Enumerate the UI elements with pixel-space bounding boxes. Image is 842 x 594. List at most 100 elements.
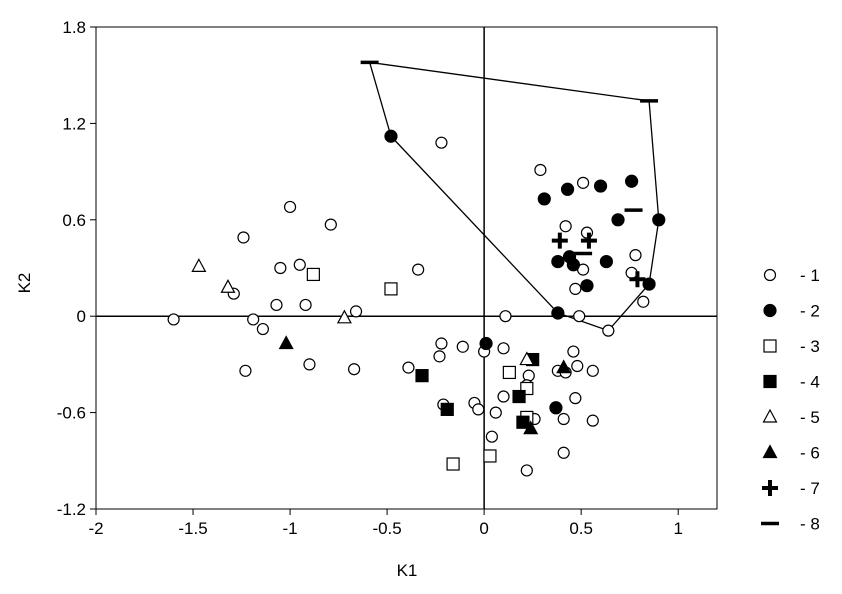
point (349, 305, 363, 318)
point (520, 464, 533, 477)
point (629, 249, 642, 262)
point (557, 446, 570, 459)
point (472, 403, 485, 416)
point (652, 213, 666, 227)
legend-marker (763, 339, 777, 353)
point (283, 200, 297, 214)
point (384, 282, 398, 296)
y-tick-label: 0.6 (62, 211, 86, 230)
point (247, 313, 260, 326)
point (637, 295, 650, 308)
point (534, 163, 547, 177)
y-tick-label: 1.8 (62, 18, 86, 37)
point (384, 129, 398, 143)
x-axis-label: K1 (397, 561, 418, 580)
point (537, 192, 551, 206)
point (415, 369, 429, 383)
point (551, 254, 565, 269)
point (569, 392, 582, 405)
x-tick-label: -1 (283, 519, 298, 538)
point (278, 335, 294, 350)
point (220, 279, 236, 293)
point (569, 282, 582, 295)
point (435, 337, 448, 350)
point (306, 267, 320, 282)
point (167, 313, 180, 326)
y-tick-label: -0.6 (57, 404, 86, 423)
x-tick-label: 0 (479, 519, 488, 538)
point (573, 310, 586, 323)
y-tick-label: 1.2 (62, 114, 86, 133)
point (642, 277, 656, 291)
point (293, 258, 306, 271)
point (433, 350, 446, 363)
point (435, 136, 448, 149)
point (348, 363, 361, 376)
point (512, 389, 526, 404)
y-axis-label: K2 (15, 273, 34, 294)
y-tick-label: 0 (77, 307, 86, 326)
legend-label: - 2 (800, 302, 820, 321)
point (456, 340, 469, 353)
legend-marker (763, 303, 777, 318)
x-tick-label: 1 (673, 519, 682, 538)
point (567, 345, 580, 358)
legend-marker (762, 408, 778, 423)
point (485, 430, 498, 443)
legend-marker (762, 480, 778, 496)
point (402, 361, 415, 374)
point (576, 176, 590, 189)
point (499, 310, 512, 323)
point (299, 298, 312, 312)
point (571, 359, 584, 373)
point (586, 414, 599, 427)
x-tick-label: -2 (88, 519, 103, 538)
point (239, 364, 252, 377)
legend-marker (763, 268, 777, 282)
point (629, 271, 646, 288)
point (497, 390, 510, 403)
point (446, 457, 460, 471)
point (497, 342, 510, 355)
point (549, 401, 563, 415)
point (559, 220, 572, 233)
point (489, 406, 502, 419)
point (270, 298, 283, 312)
point (566, 258, 580, 272)
point (479, 336, 493, 351)
point (560, 182, 575, 196)
point (237, 231, 250, 244)
legend-marker (763, 374, 777, 389)
point (483, 449, 497, 463)
point (440, 402, 454, 416)
y-tick-label: -1.2 (57, 500, 86, 519)
point (303, 358, 316, 371)
x-tick-label: 0.5 (569, 519, 593, 538)
legend-label: - 6 (800, 444, 820, 463)
legend-label: - 5 (800, 408, 820, 427)
legend-label: - 8 (800, 515, 820, 534)
point (580, 279, 594, 293)
point (502, 365, 516, 380)
point (586, 364, 599, 377)
point (556, 359, 572, 374)
point (256, 322, 269, 336)
point (580, 232, 597, 249)
x-tick-label: -0.5 (372, 519, 401, 538)
point (551, 306, 565, 320)
point (516, 415, 530, 429)
point (412, 263, 425, 276)
point (599, 254, 613, 269)
point (611, 213, 625, 227)
legend-label: - 1 (800, 266, 820, 285)
legend-label: - 3 (800, 337, 820, 356)
x-tick-label: -1.5 (178, 519, 207, 538)
point (602, 324, 615, 337)
plot-frame (95, 26, 718, 510)
legend-label: - 7 (800, 479, 820, 498)
point (274, 261, 287, 275)
point (557, 412, 570, 426)
legend-label: - 4 (800, 373, 820, 392)
point (593, 179, 608, 193)
